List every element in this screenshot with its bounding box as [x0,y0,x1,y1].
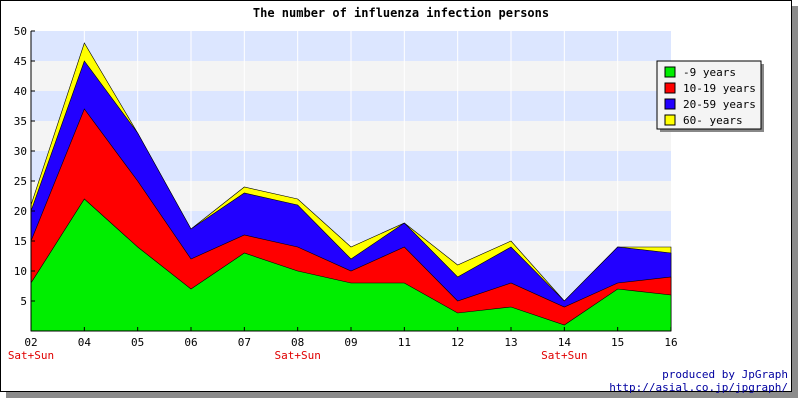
legend-swatch [664,82,676,94]
y-tick-label: 20 [14,205,27,218]
y-tick-label: 40 [14,85,27,98]
chart-frame: The number of influenza infection person… [0,0,792,393]
x-tick-label: 14 [558,336,572,349]
y-tick-labels: 5 10 15 20 25 30 35 40 45 50 [14,25,27,308]
weekend-notes: Sat+Sun Sat+Sun Sat+Sun [8,349,588,362]
x-tick-label: 05 [131,336,144,349]
x-tick-labels: 02 04 05 06 07 08 09 11 12 13 14 15 16 [24,336,677,349]
influenza-area-chart: The number of influenza infection person… [8,6,788,393]
y-tick-label: 25 [14,175,27,188]
x-tick-label: 15 [611,336,624,349]
legend-swatch [664,98,676,110]
legend-label: -9 years [683,66,736,79]
y-tick-label: 50 [14,25,27,38]
x-tick-label: 06 [184,336,197,349]
y-tick-label: 15 [14,235,27,248]
y-tick-label: 30 [14,145,27,158]
y-tick-label: 5 [20,295,27,308]
area-series-2 [30,108,672,332]
axes [30,30,672,332]
legend-swatch [664,66,676,78]
area-series-1 [30,198,672,332]
weekend-note: Sat+Sun [8,349,54,362]
legend-label: 60- years [683,114,743,127]
legend-swatch [664,114,676,126]
x-tick-label: 11 [398,336,411,349]
footer-link[interactable]: http://asial.co.jp/jpgraph/ [609,381,788,393]
x-tick-label: 12 [451,336,464,349]
x-tick-label: 13 [504,336,517,349]
legend: -9 years 10-19 years 20-59 years 60- years [656,60,764,132]
legend-label: 20-59 years [683,98,756,111]
x-tick-label: 02 [24,336,37,349]
x-tick-label: 16 [664,336,677,349]
legend-label: 10-19 years [683,82,756,95]
area-series [30,42,672,332]
y-tick-label: 10 [14,265,27,278]
x-tick-label: 04 [78,336,92,349]
y-tick-label: 45 [14,55,27,68]
x-tick-label: 09 [344,336,357,349]
footer-url[interactable]: http://asial.co.jp/jpgraph/ [609,381,788,393]
y-tick-label: 35 [14,115,27,128]
weekend-note: Sat+Sun [274,349,320,362]
footer-credit: produced by JpGraph [662,368,788,381]
weekend-note: Sat+Sun [541,349,587,362]
chart-title: The number of influenza infection person… [253,6,549,20]
x-tick-label: 08 [291,336,304,349]
x-tick-label: 07 [238,336,251,349]
